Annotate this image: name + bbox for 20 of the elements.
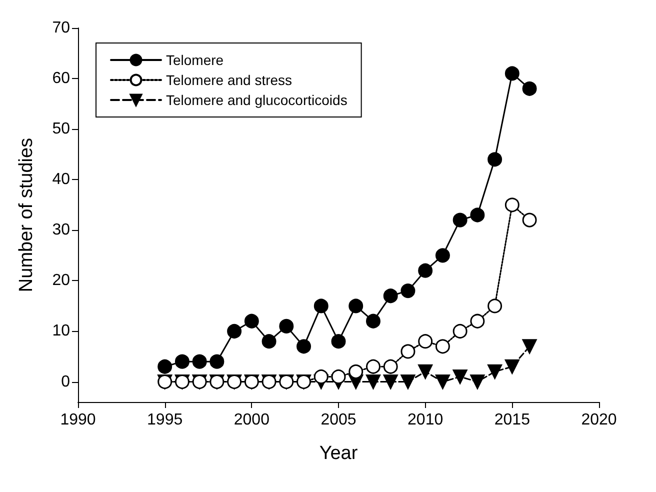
x-axis-title: Year bbox=[319, 443, 358, 464]
y-tick-label: 50 bbox=[52, 120, 70, 138]
y-tick-label: 0 bbox=[61, 373, 70, 390]
legend-label: Telomere and glucocorticoids bbox=[166, 92, 348, 108]
x-tick-label: 2020 bbox=[581, 412, 617, 428]
y-tick-label: 70 bbox=[52, 20, 70, 36]
y-tick-label: 30 bbox=[52, 222, 70, 239]
y-tick-label: 10 bbox=[52, 322, 70, 340]
y-tick-label: 40 bbox=[52, 171, 70, 188]
y-axis-title: Number of studies bbox=[16, 138, 37, 292]
x-tick-label: 2000 bbox=[234, 412, 270, 428]
x-tick-label: 2010 bbox=[408, 412, 444, 428]
legend-label: Telomere and stress bbox=[166, 72, 292, 88]
y-tick-label: 60 bbox=[52, 70, 70, 88]
y-tick-label: 20 bbox=[52, 272, 70, 290]
legend-label: Telomere bbox=[166, 52, 224, 68]
x-tick-label: 1990 bbox=[60, 412, 96, 428]
x-tick-label: 2005 bbox=[320, 412, 356, 428]
x-tick-label: 2015 bbox=[494, 412, 530, 428]
x-tick-label: 1995 bbox=[147, 412, 183, 428]
